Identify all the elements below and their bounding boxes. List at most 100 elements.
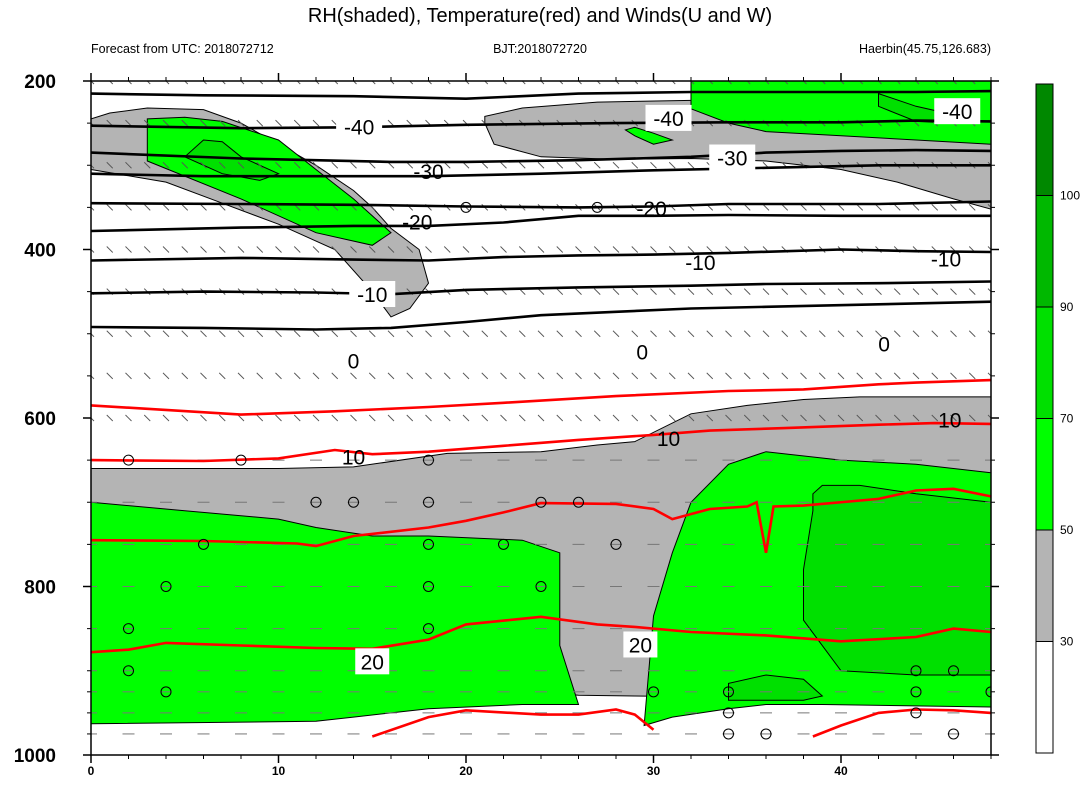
wind-barb — [331, 161, 339, 169]
wind-barb — [275, 330, 282, 338]
wind-barb — [668, 161, 676, 169]
wind-barb — [443, 161, 451, 169]
wind-barb — [912, 372, 920, 380]
contour-label: -10 — [931, 249, 961, 272]
wind-barb — [837, 372, 845, 380]
wind-barb — [443, 414, 451, 422]
rh-colorbar: 30 50 70 90 100 — [1035, 83, 1080, 754]
calm-marker — [423, 623, 434, 635]
isotherm-line-7 — [91, 280, 991, 296]
temperature-contour-4 — [371, 708, 655, 738]
wind-barb — [968, 372, 976, 380]
wind-barb — [334, 81, 339, 85]
calm-marker — [123, 454, 134, 466]
wind-barb — [293, 119, 301, 127]
colorbar-label: 70 — [1060, 412, 1074, 426]
wind-barb — [762, 414, 770, 422]
rh-region-green-6 — [690, 81, 991, 145]
wind-barb — [650, 372, 657, 380]
wind-barb — [987, 204, 991, 209]
wind-barb — [650, 330, 657, 338]
wind-barb — [237, 246, 245, 253]
wind-barb — [162, 204, 170, 211]
wind-barb — [184, 81, 189, 85]
wind-barb — [312, 372, 320, 380]
wind-barb — [631, 414, 639, 422]
y-tick-label: 800 — [24, 578, 56, 599]
wind-barb — [893, 372, 901, 380]
colorbar-label: 50 — [1060, 523, 1074, 537]
wind-barb — [615, 81, 620, 85]
wind-barb — [181, 372, 189, 380]
wind-barb — [518, 161, 526, 169]
wind-barb — [556, 246, 564, 253]
wind-barb — [915, 81, 920, 85]
wind-barb — [875, 414, 882, 422]
wind-barb — [746, 81, 751, 85]
wind-barb — [91, 248, 95, 253]
contour-label: 10 — [342, 447, 365, 470]
calm-marker — [648, 686, 659, 698]
contour-label-box — [349, 280, 396, 307]
wind-barb — [446, 81, 451, 85]
wind-barb — [856, 372, 864, 380]
wind-barb — [312, 414, 320, 422]
wind-barb — [859, 81, 864, 85]
wind-barb — [256, 119, 264, 127]
wind-barb — [443, 246, 451, 253]
colorbar-label: 30 — [1060, 635, 1074, 649]
wind-barb — [425, 246, 432, 253]
wind-barb — [237, 414, 245, 422]
wind-barb — [781, 204, 789, 211]
wind-barb — [687, 330, 695, 338]
wind-barb — [952, 81, 957, 85]
wind-barb — [256, 330, 264, 338]
wind-barb — [425, 161, 432, 169]
wind-barb — [162, 119, 170, 127]
wind-barb — [765, 81, 770, 85]
wind-barb — [540, 81, 545, 85]
wind-barb — [800, 414, 807, 422]
wind-barb — [106, 204, 114, 211]
wind-barb — [950, 330, 957, 338]
wind-barb — [368, 161, 376, 169]
calm-marker — [985, 686, 991, 698]
contour-label-box — [355, 648, 390, 675]
wind-barb — [784, 81, 789, 85]
wind-barb — [237, 119, 245, 127]
contour-label: -40 — [653, 108, 683, 131]
wind-barb — [237, 372, 245, 380]
wind-barb — [856, 330, 864, 338]
wind-barb — [259, 81, 264, 85]
calm-marker — [591, 201, 603, 213]
wind-barb — [181, 204, 189, 211]
wind-barb — [331, 372, 339, 380]
wind-barb — [387, 372, 395, 380]
colorbar-swatch — [1035, 529, 1054, 642]
wind-barb — [275, 119, 282, 127]
isotherm-line-2 — [91, 148, 991, 164]
wind-barb — [950, 372, 957, 380]
wind-barb — [818, 288, 826, 295]
wind-barb — [968, 330, 976, 338]
wind-barb — [146, 81, 151, 85]
calm-marker — [535, 581, 547, 592]
calm-marker — [535, 496, 547, 508]
contour-label: -40 — [344, 116, 374, 139]
wind-barb — [706, 414, 714, 422]
wind-barb — [500, 161, 507, 169]
wind-barb — [950, 288, 957, 295]
wind-barb — [727, 81, 732, 85]
wind-barb — [612, 288, 620, 295]
wind-barb — [200, 119, 207, 127]
wind-barb — [631, 372, 639, 380]
wind-barb — [350, 414, 357, 422]
wind-barb — [202, 81, 207, 85]
contour-label-box — [709, 144, 756, 171]
wind-barb — [556, 372, 564, 380]
calm-marker — [123, 623, 134, 635]
wind-barb — [875, 330, 882, 338]
isotherm-line-8 — [91, 300, 991, 331]
wind-barb — [125, 161, 132, 169]
